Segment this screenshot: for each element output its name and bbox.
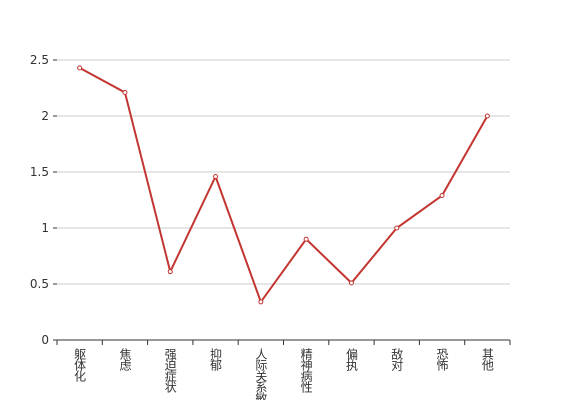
point	[213, 173, 219, 179]
x-tick-label: 偏执	[344, 347, 358, 372]
point	[439, 193, 445, 199]
point	[484, 113, 490, 119]
point	[122, 89, 128, 95]
point	[258, 299, 264, 305]
x-tick-label: 躯体化	[73, 347, 87, 383]
point	[303, 236, 309, 242]
point	[167, 269, 173, 275]
y-tick-label: 0.5	[30, 277, 49, 291]
point	[394, 225, 400, 231]
x-tick-label: 其他	[480, 348, 494, 371]
x-tick-label: 恐怖	[435, 348, 449, 371]
point	[348, 280, 354, 286]
line	[79, 66, 489, 305]
x-tick-label: 焦虑	[118, 348, 132, 371]
y-tick-label: 2.5	[30, 53, 49, 67]
y-tick-label: 0	[41, 333, 49, 347]
y-tick-label: 1	[41, 221, 49, 235]
y-tick-label: 1.5	[30, 165, 49, 179]
x-tick-label: 抑郁	[209, 347, 223, 372]
x-tick-label: 强迫症状	[163, 348, 177, 393]
point	[77, 65, 83, 71]
x-tick-label: 人际关系敏感	[254, 348, 268, 400]
x-tick-label: 敌对	[390, 347, 404, 371]
y-tick-label: 2	[41, 109, 49, 123]
x-tick-label: 精神病性	[299, 348, 313, 394]
